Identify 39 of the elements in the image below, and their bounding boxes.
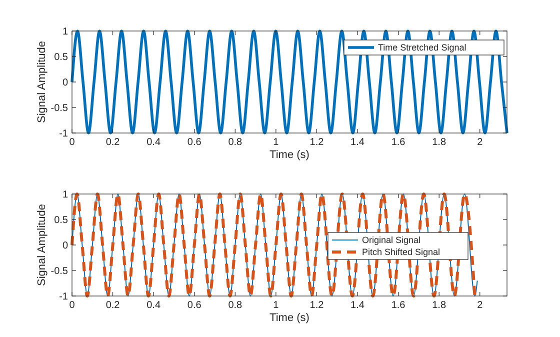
x-tick-label: 0.6 <box>187 300 202 311</box>
x-tick-label: 2 <box>477 137 484 148</box>
y-axis-title: Signal Amplitude <box>36 41 48 123</box>
x-tick-label: 0.2 <box>106 137 120 148</box>
legend-label: Pitch Shifted Signal <box>362 247 440 257</box>
x-tick-label: 1.2 <box>310 300 324 311</box>
y-tick-label: 0.5 <box>54 215 68 226</box>
x-tick-label: 1.4 <box>350 137 365 148</box>
x-tick-label: 1 <box>273 137 280 148</box>
y-tick-label: -0.5 <box>50 103 68 114</box>
y-tick-label: 1 <box>62 190 68 200</box>
x-tick-label: 1.2 <box>310 137 324 148</box>
legend-label: Original Signal <box>362 235 421 245</box>
x-tick-label: 0 <box>69 137 76 148</box>
x-tick-label: 0.8 <box>228 137 243 148</box>
x-tick-label: 0.4 <box>146 137 161 148</box>
x-tick-label: 1.8 <box>432 137 446 148</box>
x-tick-label: 1.4 <box>350 300 365 311</box>
x-tick-label: 0.2 <box>106 300 120 311</box>
x-tick-label: 0.8 <box>228 300 243 311</box>
y-axis-title: Signal Amplitude <box>36 204 48 286</box>
y-tick-label: -1 <box>59 292 68 302</box>
x-tick-label: 1 <box>273 300 280 311</box>
y-tick-label: -1 <box>59 128 68 140</box>
x-axis-title: Time (s) <box>270 149 310 161</box>
legend-label: Time Stretched Signal <box>378 42 466 52</box>
x-axis-title: Time (s) <box>270 312 310 324</box>
y-tick-label: 0 <box>62 240 68 252</box>
y-tick-label: 0.5 <box>54 52 68 63</box>
x-tick-label: 0.4 <box>146 300 161 311</box>
x-tick-label: 1.6 <box>391 300 406 311</box>
x-tick-label: 2 <box>477 300 484 311</box>
x-tick-label: 0 <box>69 300 76 311</box>
y-tick-label: 0 <box>62 78 68 88</box>
y-tick-label: -0.5 <box>50 266 68 277</box>
x-tick-label: 0.6 <box>187 137 202 148</box>
y-tick-label: 1 <box>62 26 68 38</box>
x-tick-label: 1.6 <box>391 137 406 148</box>
x-tick-label: 1.8 <box>432 300 446 311</box>
